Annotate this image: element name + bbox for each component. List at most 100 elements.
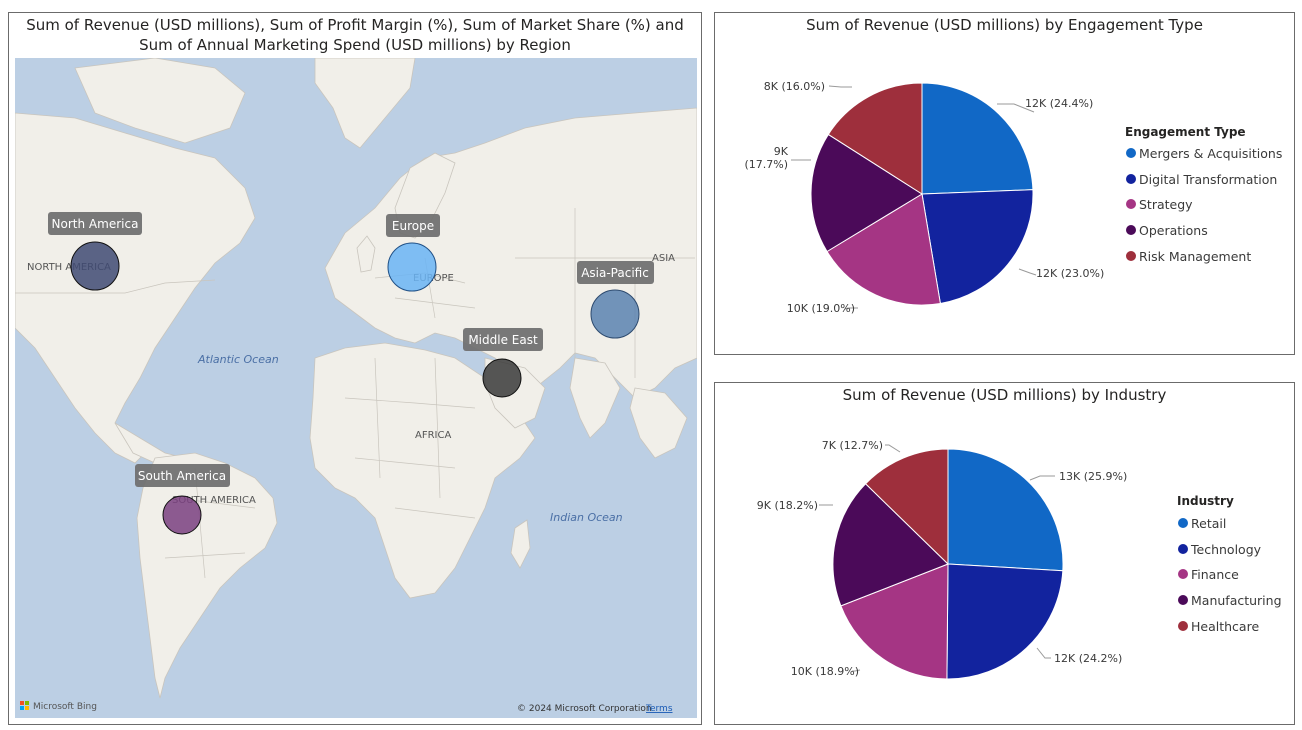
map-canvas[interactable]: NORTH AMERICA EUROPE ASIA AFRICA SOUTH A… bbox=[15, 58, 697, 718]
border-africa bbox=[344, 357, 476, 519]
legend-item-finance[interactable]: Finance bbox=[1178, 567, 1239, 582]
legend-marker bbox=[1178, 595, 1188, 605]
pie-slice-retail[interactable] bbox=[947, 448, 1064, 572]
data-label-digital: 12K (23.0%) bbox=[1036, 267, 1104, 280]
legend-label: Mergers & Acquisitions bbox=[1139, 146, 1282, 161]
legend-item-digital[interactable]: Digital Transformation bbox=[1126, 172, 1277, 187]
engagement-pie-title: Sum of Revenue (USD millions) by Engagem… bbox=[806, 16, 1203, 34]
legend-item-healthcare[interactable]: Healthcare bbox=[1178, 619, 1259, 634]
label-middle-east: Middle East bbox=[463, 328, 543, 351]
legend-label: Digital Transformation bbox=[1139, 172, 1277, 187]
data-label-risk: 8K (16.0%) bbox=[764, 80, 825, 93]
bubble-asia-pacific[interactable] bbox=[590, 289, 640, 339]
legend-item-retail[interactable]: Retail bbox=[1178, 516, 1226, 531]
pie-slice-risk-management[interactable] bbox=[827, 82, 923, 195]
region-label-text: Middle East bbox=[468, 333, 538, 347]
legend-marker bbox=[1126, 148, 1136, 158]
pie-slice-digital-transformation[interactable] bbox=[921, 189, 1034, 305]
industry-pie-svg[interactable]: 13K (25.9%) 12K (24.2%) 10K (18.9%) 9K (… bbox=[715, 383, 1294, 724]
label-asia-pacific: Asia-Pacific bbox=[577, 261, 654, 284]
bing-logo-text: Microsoft Bing bbox=[33, 702, 97, 712]
legend-title: Industry bbox=[1177, 494, 1234, 508]
legend-item-technology[interactable]: Technology bbox=[1178, 542, 1262, 557]
engagement-type-pie-visual[interactable]: Sum of Revenue (USD millions) by Engagem… bbox=[714, 12, 1295, 355]
pie-data-labels: 12K (24.4%) 12K (23.0%) 10K (19.0%) 9K (1… bbox=[744, 80, 1104, 315]
legend-label: Manufacturing bbox=[1191, 593, 1282, 608]
bubble-south-america[interactable] bbox=[162, 495, 202, 535]
pie-slice-healthcare[interactable] bbox=[864, 448, 949, 566]
india-land bbox=[569, 357, 621, 439]
greenland bbox=[314, 58, 416, 149]
legend-marker bbox=[1178, 621, 1188, 631]
legend-label: Risk Management bbox=[1139, 249, 1251, 264]
southeast-asia-land bbox=[629, 387, 688, 459]
label-south-america: South America bbox=[135, 464, 230, 487]
legend-label: Technology bbox=[1190, 542, 1262, 557]
data-label-manufacturing: 9K (18.2%) bbox=[757, 499, 818, 512]
legend-label: Healthcare bbox=[1191, 619, 1259, 634]
legend-item-mergers[interactable]: Mergers & Acquisitions bbox=[1126, 146, 1282, 161]
pie-slice-strategy[interactable] bbox=[826, 193, 941, 306]
data-label-healthcare: 7K (12.7%) bbox=[822, 439, 883, 452]
region-label-text: North America bbox=[52, 217, 139, 231]
leader-line bbox=[828, 85, 852, 88]
south-america-land bbox=[136, 452, 278, 699]
atlantic-ocean-label: Atlantic Ocean bbox=[197, 353, 279, 366]
legend-label: Strategy bbox=[1139, 197, 1193, 212]
bubble-north-america[interactable] bbox=[70, 241, 120, 291]
pie-slices[interactable] bbox=[810, 82, 1034, 306]
bubble-europe[interactable] bbox=[387, 242, 437, 292]
leader-line bbox=[852, 669, 861, 672]
bubbles[interactable] bbox=[70, 241, 640, 535]
bubble-map[interactable]: NORTH AMERICA EUROPE ASIA AFRICA SOUTH A… bbox=[15, 58, 697, 718]
south-america-place-label: SOUTH AMERICA bbox=[172, 495, 256, 506]
engagement-pie-svg[interactable]: 12K (24.4%) 12K (23.0%) 10K (19.0%) 9K (1… bbox=[715, 13, 1294, 354]
region-label-text: Europe bbox=[392, 219, 434, 233]
region-label-text: South America bbox=[138, 469, 226, 483]
north-america-land bbox=[15, 112, 256, 464]
pie-slice-finance[interactable] bbox=[840, 563, 949, 680]
map-title: Sum of Revenue (USD millions), Sum of Pr… bbox=[26, 16, 684, 54]
data-label-strategy: 10K (19.0%) bbox=[787, 302, 855, 315]
data-label-finance: 10K (18.9%) bbox=[791, 665, 859, 678]
legend-label: Operations bbox=[1139, 223, 1208, 238]
legend: Engagement Type Mergers & Acquisitions D… bbox=[1125, 125, 1282, 264]
land-masses bbox=[15, 58, 697, 699]
bubble-middle-east[interactable] bbox=[482, 358, 522, 398]
pie-slice-manufacturing[interactable] bbox=[832, 483, 949, 607]
pie-slice-mergers-acquisitions[interactable] bbox=[921, 82, 1034, 195]
label-europe: Europe bbox=[386, 214, 440, 237]
ocean-labels: Atlantic Ocean Indian Ocean bbox=[197, 353, 623, 524]
pie-data-labels: 13K (25.9%) 12K (24.2%) 10K (18.9%) 9K (… bbox=[757, 439, 1127, 678]
leader-line bbox=[1018, 268, 1037, 276]
legend-item-operations[interactable]: Operations bbox=[1126, 223, 1208, 238]
map-visual[interactable]: Sum of Revenue (USD millions), Sum of Pr… bbox=[8, 12, 702, 725]
legend-item-risk[interactable]: Risk Management bbox=[1126, 249, 1251, 264]
pie-slices[interactable] bbox=[832, 448, 1064, 680]
legend-item-manufacturing[interactable]: Manufacturing bbox=[1178, 593, 1282, 608]
map-terms-link[interactable]: Terms bbox=[645, 704, 673, 714]
leader-line bbox=[1029, 475, 1055, 481]
madagascar-land bbox=[510, 519, 531, 569]
industry-pie-visual[interactable]: Sum of Revenue (USD millions) by Industr… bbox=[714, 382, 1295, 725]
industry-pie-title: Sum of Revenue (USD millions) by Industr… bbox=[842, 386, 1167, 404]
region-labels: North America Europe Asia-Pacific Middle… bbox=[48, 212, 654, 487]
pie-slice-operations[interactable] bbox=[810, 133, 923, 253]
arctic-islands bbox=[74, 58, 246, 144]
data-label-mergers: 12K (24.4%) bbox=[1025, 97, 1093, 110]
label-north-america: North America bbox=[48, 212, 142, 235]
legend-marker bbox=[1178, 569, 1188, 579]
indian-ocean-label: Indian Ocean bbox=[550, 511, 623, 524]
pie-slice-technology[interactable] bbox=[946, 563, 1064, 680]
border-us-canada bbox=[15, 279, 216, 294]
leader-line bbox=[1036, 647, 1051, 659]
uk-land bbox=[356, 235, 376, 273]
data-label-retail: 13K (25.9%) bbox=[1059, 470, 1127, 483]
data-label-technology: 12K (24.2%) bbox=[1054, 652, 1122, 665]
africa-land bbox=[309, 342, 536, 599]
legend-marker bbox=[1126, 174, 1136, 184]
legend-item-strategy[interactable]: Strategy bbox=[1126, 197, 1193, 212]
legend-label: Finance bbox=[1191, 567, 1239, 582]
leader-line bbox=[997, 103, 1035, 113]
legend-marker bbox=[1126, 251, 1136, 261]
